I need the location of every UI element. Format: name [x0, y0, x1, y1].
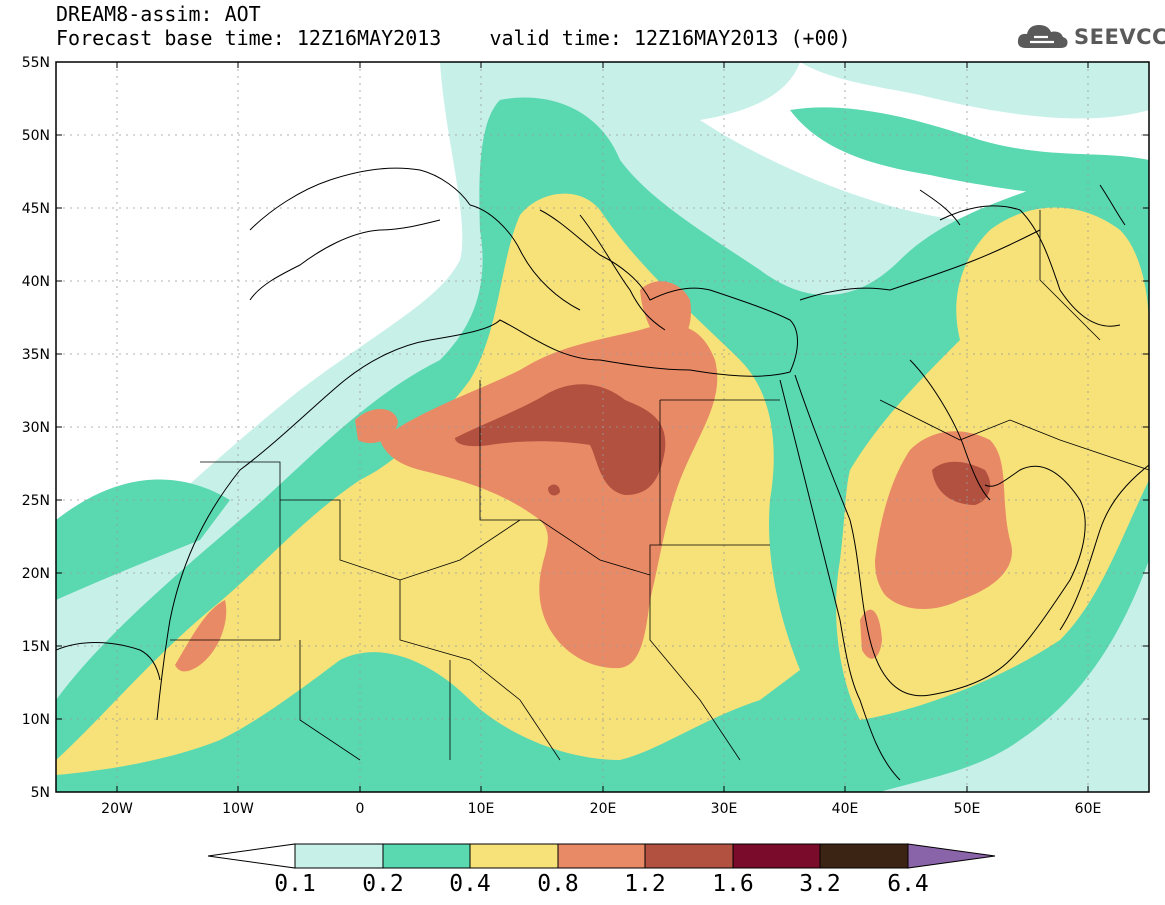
colorbar-arrow-high: [907, 843, 996, 869]
logo-text: SEEVCCC: [1074, 25, 1165, 49]
lat-label: 15N: [22, 639, 50, 655]
seevccc-logo: SEEVCCC: [1016, 22, 1165, 52]
lat-label: 45N: [22, 201, 50, 217]
colorbar-label: 6.4: [887, 871, 929, 897]
colorbar-segment: [382, 843, 471, 869]
colorbar-label: 0.2: [362, 871, 404, 897]
lon-label: 10W: [222, 801, 254, 817]
colorbar-segment: [819, 843, 909, 869]
lat-label: 50N: [22, 128, 50, 144]
colorbar-label: 0.8: [537, 871, 579, 897]
colorbar-segment: [469, 843, 559, 869]
aot-band-1.2: [455, 384, 991, 505]
lat-label: 55N: [22, 55, 50, 71]
lon-label: 0: [356, 801, 365, 817]
colorbar-labels: 0.1 0.2 0.4 0.8 1.2 1.6 3.2 6.4: [274, 871, 929, 897]
lon-label: 50E: [954, 801, 981, 817]
map-title: DREAM8-assim: AOT Forecast base time: 12…: [56, 2, 851, 50]
colorbar-label: 0.4: [449, 871, 491, 897]
colorbar-label: 1.6: [712, 871, 754, 897]
lon-label: 40E: [832, 801, 859, 817]
axis-ticks: [56, 61, 1149, 793]
title-line-2: Forecast base time: 12Z16MAY2013 valid t…: [56, 26, 851, 50]
lat-label: 40N: [22, 274, 50, 290]
colorbar-label: 1.2: [624, 871, 666, 897]
lat-label: 10N: [22, 712, 50, 728]
lon-label: 20E: [590, 801, 617, 817]
colorbar-segment: [294, 843, 384, 869]
lat-label: 5N: [31, 785, 50, 801]
lon-label: 20W: [101, 801, 133, 817]
lon-label: 30E: [711, 801, 738, 817]
lat-label: 30N: [22, 420, 50, 436]
cloud-icon: [1017, 25, 1068, 48]
colorbar-segment: [557, 843, 646, 869]
borders: [170, 210, 1149, 761]
coastlines: [56, 167, 1149, 781]
colorbar: [207, 843, 996, 869]
lon-label: 60E: [1075, 801, 1102, 817]
colorbar-segment: [644, 843, 734, 869]
lat-labels: 55N 50N 45N 40N 35N 30N 25N 20N 15N 10N …: [22, 55, 50, 801]
colorbar-label: 3.2: [799, 871, 841, 897]
colorbar-label: 0.1: [274, 871, 316, 897]
colorbar-arrow-low: [207, 843, 296, 869]
colorbar-segment: [732, 843, 821, 869]
lat-label: 35N: [22, 347, 50, 363]
lon-label: 10E: [468, 801, 495, 817]
lat-label: 25N: [22, 493, 50, 509]
lon-labels: 20W 10W 0 10E 20E 30E 40E 50E 60E: [101, 801, 1101, 817]
title-line-1: DREAM8-assim: AOT: [56, 2, 261, 26]
lat-label: 20N: [22, 566, 50, 582]
grid: [56, 62, 1149, 792]
